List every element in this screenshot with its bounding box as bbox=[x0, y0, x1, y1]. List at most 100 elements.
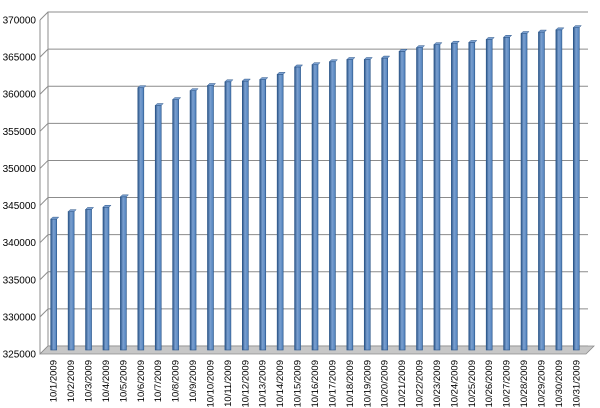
y-tick-label: 370000 bbox=[3, 16, 37, 27]
x-tick-label: 10/31/2009 bbox=[571, 360, 582, 408]
bar-body bbox=[451, 42, 458, 351]
bar-body bbox=[67, 211, 75, 351]
bar-body bbox=[259, 79, 267, 351]
y-tick-label: 345000 bbox=[3, 201, 37, 212]
bar-top bbox=[381, 55, 391, 59]
bar-top bbox=[241, 78, 251, 82]
bar bbox=[241, 78, 251, 351]
x-tick-label: 10/6/2009 bbox=[136, 360, 147, 402]
bar bbox=[503, 35, 513, 351]
bar bbox=[84, 207, 95, 351]
bar-top bbox=[450, 40, 460, 44]
bar-body bbox=[416, 47, 423, 351]
bar-top bbox=[433, 42, 443, 45]
y-axis bbox=[39, 12, 49, 354]
bar-top bbox=[328, 59, 339, 63]
x-tick-label: 10/1/2009 bbox=[49, 360, 60, 402]
y-tick-label: 350000 bbox=[3, 164, 37, 175]
bar bbox=[346, 57, 356, 351]
bar-top bbox=[555, 27, 565, 31]
bar-body bbox=[520, 33, 528, 351]
x-tick-label: 10/17/2009 bbox=[327, 360, 338, 408]
bar bbox=[154, 103, 164, 351]
bar-top bbox=[293, 64, 304, 68]
y-tick-label: 365000 bbox=[3, 53, 37, 64]
bar-top bbox=[503, 35, 513, 38]
y-tick-label: 330000 bbox=[3, 312, 37, 323]
bar-top bbox=[67, 209, 77, 212]
x-tick-label: 10/24/2009 bbox=[449, 360, 460, 408]
bar bbox=[137, 85, 147, 351]
bar-top bbox=[485, 37, 495, 40]
bar bbox=[119, 194, 129, 351]
bar-top bbox=[398, 49, 408, 52]
x-tick-label: 10/5/2009 bbox=[118, 360, 129, 402]
x-tick-label: 10/29/2009 bbox=[536, 360, 547, 408]
bar-top bbox=[276, 72, 286, 75]
y-tick-labels: 325000 330000 335000 340000 345000 350000 3550… bbox=[3, 16, 37, 361]
bar bbox=[468, 40, 478, 351]
bar-body bbox=[137, 87, 145, 351]
bar-body bbox=[172, 99, 179, 351]
bar-body bbox=[224, 81, 232, 351]
bar-top bbox=[189, 88, 199, 91]
x-tick-label: 10/2/2009 bbox=[66, 360, 77, 402]
bar-top bbox=[172, 97, 182, 100]
bar bbox=[485, 37, 495, 351]
bar-top bbox=[572, 25, 582, 28]
x-tick-label: 10/26/2009 bbox=[484, 360, 495, 408]
bar-body bbox=[433, 44, 441, 351]
bar-body bbox=[329, 61, 336, 351]
bar bbox=[293, 64, 304, 351]
bar-body bbox=[555, 29, 563, 351]
bar-top bbox=[537, 29, 548, 33]
x-tick-label: 10/16/2009 bbox=[310, 360, 321, 408]
bar-body bbox=[468, 42, 476, 351]
bar-body bbox=[276, 74, 284, 351]
x-tick-label: 10/3/2009 bbox=[84, 360, 95, 402]
x-tick-label: 10/8/2009 bbox=[171, 360, 182, 402]
bar-top bbox=[468, 40, 478, 43]
y-tick-label: 360000 bbox=[3, 90, 37, 101]
x-tick-label: 10/23/2009 bbox=[432, 360, 443, 408]
bar-top bbox=[346, 57, 356, 60]
bar bbox=[398, 49, 408, 351]
bar bbox=[102, 204, 112, 351]
bar-body bbox=[102, 206, 110, 351]
bar-series bbox=[50, 25, 582, 351]
x-tick-label: 10/12/2009 bbox=[240, 360, 251, 408]
bar bbox=[276, 72, 286, 351]
bar-top bbox=[520, 31, 530, 34]
bar-body bbox=[85, 209, 92, 351]
bar-top bbox=[415, 45, 426, 48]
bar-top bbox=[102, 204, 112, 208]
bar-body bbox=[120, 196, 127, 351]
bar-top bbox=[224, 79, 234, 83]
bar-top bbox=[311, 62, 321, 65]
x-tick-label: 10/22/2009 bbox=[415, 360, 426, 408]
x-tick-labels: 10/1/2009 10/2/2009 10/3/2009 10/4/2009 10/5… bbox=[49, 360, 583, 408]
bar-body bbox=[398, 51, 406, 351]
y-tick-label: 335000 bbox=[3, 275, 37, 286]
x-tick-label: 10/20/2009 bbox=[380, 360, 391, 408]
y-tick-label: 340000 bbox=[3, 238, 37, 249]
bar bbox=[415, 45, 426, 351]
bar bbox=[206, 83, 217, 351]
bar bbox=[520, 31, 530, 351]
x-tick-label: 10/9/2009 bbox=[188, 360, 199, 402]
bar bbox=[311, 62, 321, 351]
bar-top bbox=[206, 83, 217, 86]
bar-body bbox=[294, 66, 301, 351]
x-tick-label: 10/4/2009 bbox=[101, 360, 112, 402]
x-tick-label: 10/7/2009 bbox=[153, 360, 164, 402]
bar-top bbox=[84, 207, 95, 210]
bar bbox=[572, 25, 582, 351]
bar bbox=[328, 59, 339, 351]
x-tick-label: 10/15/2009 bbox=[293, 360, 304, 408]
bar-body bbox=[363, 59, 371, 351]
bar-top bbox=[154, 103, 164, 106]
bar-top bbox=[119, 194, 129, 198]
bar bbox=[433, 42, 443, 351]
bar bbox=[381, 55, 391, 351]
bar-top bbox=[137, 85, 147, 88]
